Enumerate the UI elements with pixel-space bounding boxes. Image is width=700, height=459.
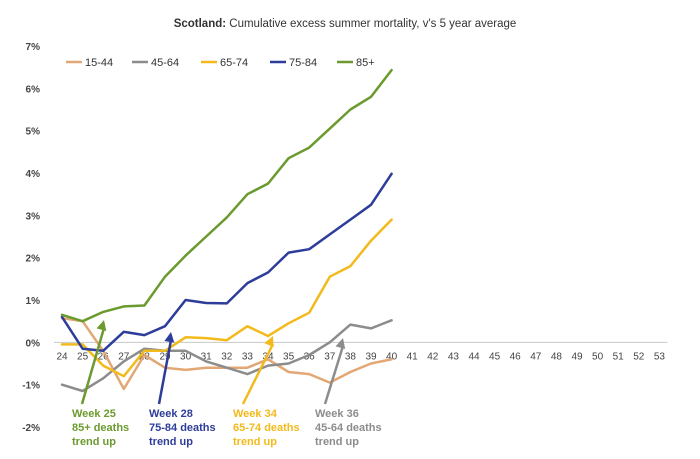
- chart-title-bold: Scotland:: [174, 18, 226, 30]
- annotation-text: Week 25: [72, 408, 116, 420]
- x-tick-label: 45: [489, 351, 501, 362]
- series-lines: [60, 68, 393, 393]
- x-tick-label: 35: [283, 351, 295, 362]
- annotation-text: trend up: [233, 436, 277, 448]
- x-tick-label: 33: [242, 351, 254, 362]
- annotation-arrow: [241, 343, 275, 405]
- annotation-text: 85+ deaths: [72, 422, 129, 434]
- legend-entry: 15-44: [85, 57, 113, 69]
- x-tick-label: 48: [551, 351, 563, 362]
- annotation-text: trend up: [72, 436, 116, 448]
- x-tick-label: 49: [571, 351, 583, 362]
- x-tick-label: 32: [221, 351, 233, 362]
- y-tick-label: 7%: [26, 42, 41, 53]
- x-tick-label: 31: [201, 351, 213, 362]
- x-tick-label: 26: [98, 351, 110, 362]
- chart-title: Scotland: Cumulative excess summer morta…: [174, 18, 517, 30]
- legend-entry: 85+: [356, 57, 375, 69]
- y-axis: 7% 6% 5% 4% 3% 2% 1% 0% -1% -2%: [22, 42, 40, 434]
- y-tick-label: -1%: [22, 381, 40, 392]
- x-tick-label: 47: [530, 351, 542, 362]
- y-tick-label: 2%: [26, 254, 41, 265]
- legend-entry: 65-74: [220, 57, 248, 69]
- x-tick-label: 51: [613, 351, 625, 362]
- x-tick-label: 25: [77, 351, 89, 362]
- annotation-arrowhead: [164, 332, 175, 343]
- x-tick-label: 30: [180, 351, 192, 362]
- x-tick-label: 44: [468, 351, 480, 362]
- annotation-text: Week 36: [315, 408, 359, 420]
- x-tick-label: 50: [592, 351, 604, 362]
- x-tick-label: 53: [654, 351, 666, 362]
- annotation-text: 65-74 deaths: [233, 422, 300, 434]
- x-axis: 24 25 26 27 28 29 30 31 32 33 34 35 36 37 38 39 40 41 42 43…: [56, 351, 665, 362]
- x-tick-label: 41: [407, 351, 419, 362]
- annotation-text: Week 34: [233, 408, 278, 420]
- annotation-arrowhead: [264, 336, 274, 348]
- x-tick-label: 46: [510, 351, 522, 362]
- x-tick-label: 36: [304, 351, 316, 362]
- series-line-85plus: [60, 68, 393, 323]
- x-tick-label: 43: [448, 351, 460, 362]
- annotation-arrow: [323, 345, 345, 405]
- y-tick-label: -2%: [22, 423, 40, 434]
- annotation-text: Week 28: [149, 408, 193, 420]
- annotation-arrow: [80, 327, 106, 405]
- annotation-arrow: [157, 339, 173, 405]
- x-tick-label: 24: [56, 351, 68, 362]
- x-tick-label: 37: [324, 351, 336, 362]
- annotation-text: trend up: [149, 436, 193, 448]
- y-tick-label: 3%: [26, 211, 41, 222]
- legend-entry: 75-84: [289, 57, 317, 69]
- x-tick-label: 42: [427, 351, 439, 362]
- annotation-arrowhead: [96, 320, 107, 331]
- annotations: Week 25 85+ deaths trend up Week 28 75-84 de…: [72, 320, 382, 448]
- x-tick-label: 52: [633, 351, 645, 362]
- x-tick-label: 27: [118, 351, 130, 362]
- x-tick-label: 39: [365, 351, 377, 362]
- series-line-75-84: [60, 172, 393, 353]
- x-tick-label: 40: [386, 351, 398, 362]
- annotation-text: 75-84 deaths: [149, 422, 216, 434]
- x-tick-label: 29: [159, 351, 171, 362]
- annotation-text: 45-64 deaths: [315, 422, 382, 434]
- legend: 15-44 45-64 65-74 75-84 85+: [66, 57, 375, 69]
- x-tick-label: 34: [262, 351, 274, 362]
- y-tick-label: 0%: [26, 338, 41, 349]
- y-tick-label: 5%: [26, 127, 41, 138]
- legend-entry: 45-64: [151, 57, 179, 69]
- chart-title-rest: Cumulative excess summer mortality, v's …: [226, 18, 516, 30]
- annotation-arrowhead: [335, 338, 346, 349]
- annotation-text: trend up: [315, 436, 359, 448]
- x-tick-label: 38: [345, 351, 357, 362]
- y-tick-label: 4%: [26, 169, 41, 180]
- series-line-45-64: [60, 319, 393, 393]
- y-tick-label: 6%: [26, 84, 41, 95]
- y-tick-label: 1%: [26, 296, 41, 307]
- series-line-65-74: [60, 218, 393, 378]
